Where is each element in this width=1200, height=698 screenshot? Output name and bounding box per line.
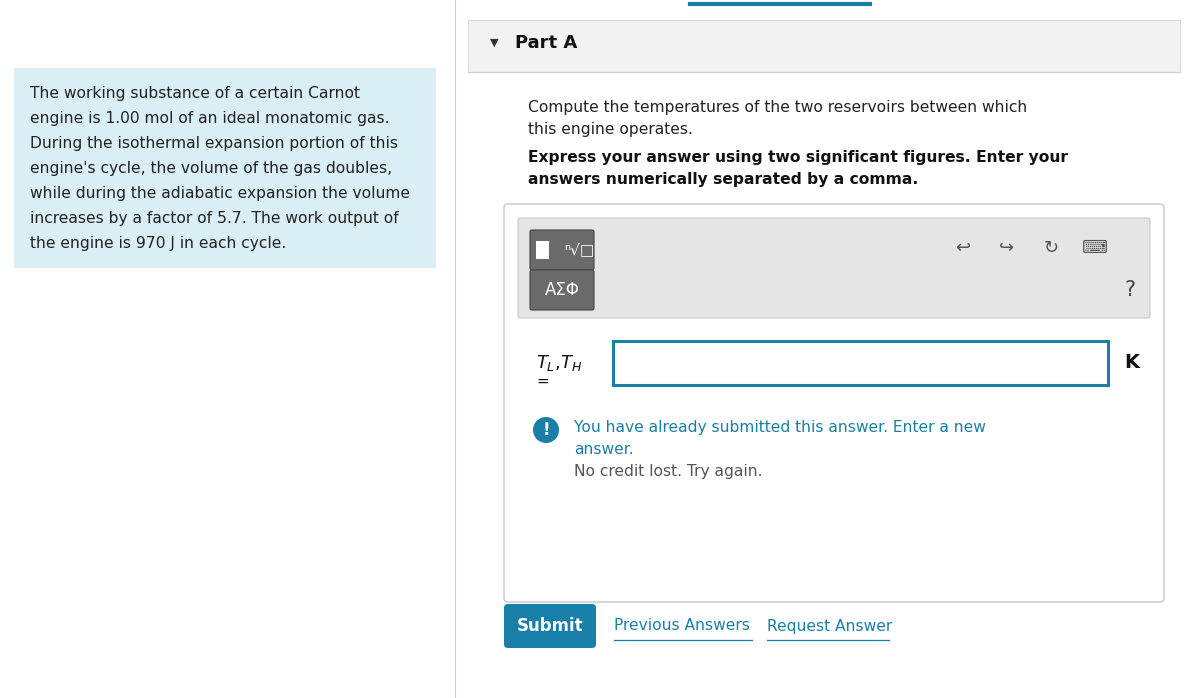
- FancyBboxPatch shape: [504, 604, 596, 648]
- FancyBboxPatch shape: [530, 230, 594, 270]
- Text: this engine operates.: this engine operates.: [528, 122, 692, 137]
- Text: ↩: ↩: [955, 239, 971, 257]
- FancyBboxPatch shape: [613, 341, 1108, 385]
- FancyBboxPatch shape: [468, 20, 1180, 72]
- Bar: [536, 241, 550, 259]
- Text: engine's cycle, the volume of the gas doubles,: engine's cycle, the volume of the gas do…: [30, 161, 392, 176]
- FancyBboxPatch shape: [518, 218, 1150, 318]
- Text: increases by a factor of 5.7. The work output of: increases by a factor of 5.7. The work o…: [30, 211, 398, 226]
- Text: engine is 1.00 mol of an ideal monatomic gas.: engine is 1.00 mol of an ideal monatomic…: [30, 111, 390, 126]
- Text: !: !: [542, 421, 550, 439]
- Text: ↻: ↻: [1044, 239, 1058, 257]
- FancyBboxPatch shape: [530, 270, 594, 310]
- Text: No credit lost. Try again.: No credit lost. Try again.: [574, 464, 762, 479]
- Text: Request Answer: Request Answer: [767, 618, 893, 634]
- Text: while during the adiabatic expansion the volume: while during the adiabatic expansion the…: [30, 186, 410, 201]
- Text: ↪: ↪: [1000, 239, 1014, 257]
- Text: Express your answer using two significant figures. Enter your: Express your answer using two significan…: [528, 150, 1068, 165]
- Text: answer.: answer.: [574, 442, 634, 457]
- Text: ΑΣΦ: ΑΣΦ: [545, 281, 580, 299]
- Text: ⌨: ⌨: [1082, 239, 1108, 257]
- Text: $T_L$,$T_H$: $T_L$,$T_H$: [536, 353, 582, 373]
- Text: Compute the temperatures of the two reservoirs between which: Compute the temperatures of the two rese…: [528, 100, 1027, 115]
- Text: The working substance of a certain Carnot: The working substance of a certain Carno…: [30, 86, 360, 101]
- Text: ?: ?: [1124, 280, 1135, 300]
- Text: You have already submitted this answer. Enter a new: You have already submitted this answer. …: [574, 420, 986, 435]
- Text: ▼: ▼: [490, 38, 498, 48]
- FancyBboxPatch shape: [504, 204, 1164, 602]
- Text: Part A: Part A: [515, 34, 577, 52]
- Text: the engine is 970 J in each cycle.: the engine is 970 J in each cycle.: [30, 236, 287, 251]
- Text: During the isothermal expansion portion of this: During the isothermal expansion portion …: [30, 136, 398, 151]
- Text: ⁿ√□: ⁿ√□: [564, 242, 594, 258]
- Text: =: =: [536, 373, 548, 389]
- Text: Submit: Submit: [517, 617, 583, 635]
- Text: Previous Answers: Previous Answers: [614, 618, 750, 634]
- Text: answers numerically separated by a comma.: answers numerically separated by a comma…: [528, 172, 918, 187]
- Circle shape: [533, 417, 559, 443]
- Text: K: K: [1124, 353, 1139, 373]
- FancyBboxPatch shape: [14, 68, 436, 268]
